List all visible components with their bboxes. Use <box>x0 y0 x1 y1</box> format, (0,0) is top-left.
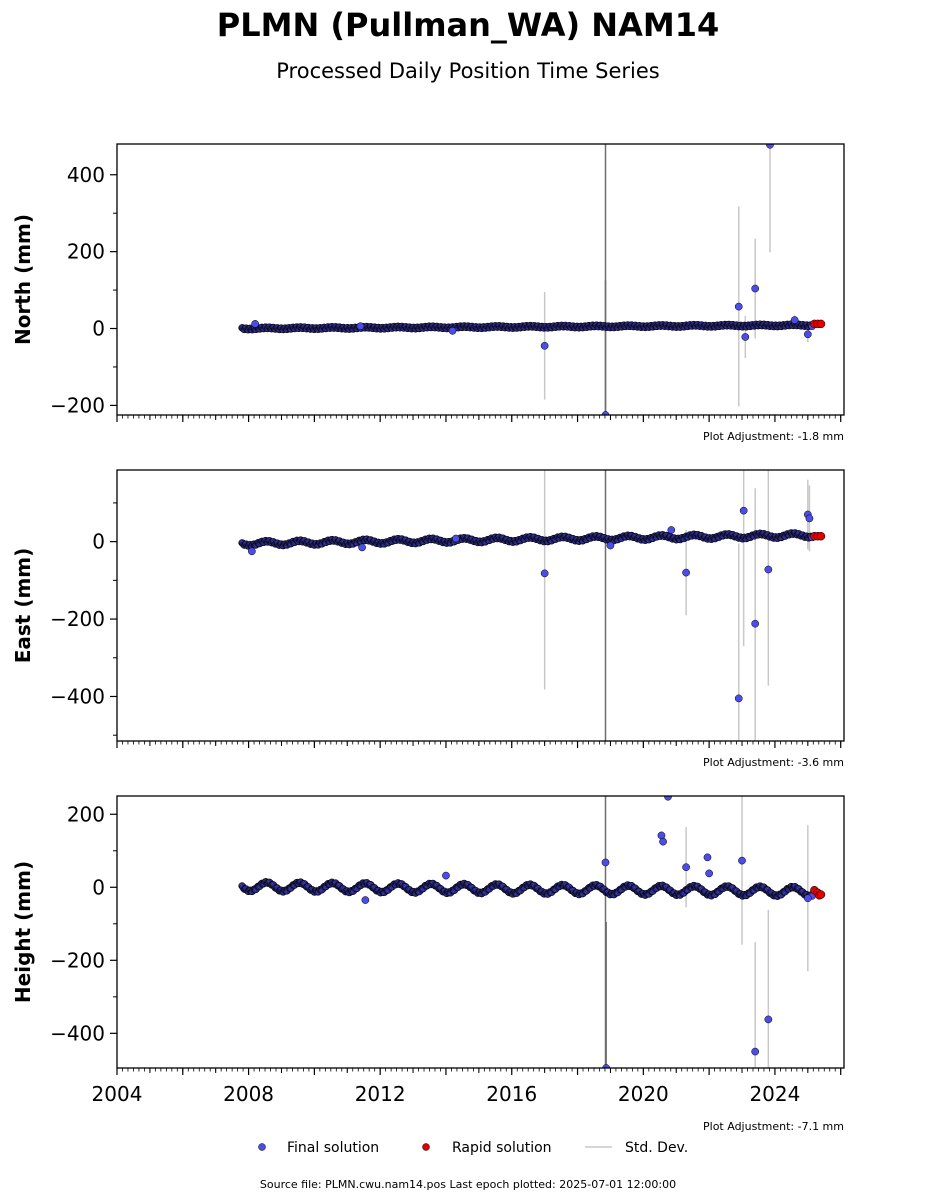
rapid-point <box>816 319 826 329</box>
final-outlier-point <box>751 284 760 293</box>
y-axis-label: North (mm) <box>11 214 35 345</box>
y-tick-label: −200 <box>50 607 105 631</box>
final-outlier-point <box>606 541 615 550</box>
plot-area <box>238 144 826 415</box>
final-outlier-point <box>451 534 460 543</box>
final-outlier-point <box>540 341 549 350</box>
plot-area <box>238 470 826 741</box>
final-outlier-point <box>803 330 812 339</box>
y-tick-label: 0 <box>92 530 105 554</box>
final-outlier-point <box>790 316 799 324</box>
final-outlier-point <box>248 547 256 556</box>
y-tick-label: 200 <box>67 240 105 264</box>
final-outlier-point <box>739 506 748 515</box>
final-outlier-point <box>448 326 457 335</box>
final-outlier-point <box>540 569 549 578</box>
chart-title: PLMN (Pullman_WA) NAM14 <box>217 6 719 44</box>
final-outlier-point <box>734 302 743 311</box>
y-axis-label: East (mm) <box>11 548 35 664</box>
y-tick-label: −400 <box>50 684 105 708</box>
axes-frame <box>116 143 845 416</box>
rapid-point <box>816 531 826 541</box>
east-panel: −400 −200 0 East (mm) Plot Adjustment: -3.6 … <box>11 469 845 769</box>
final-outlier-point <box>766 144 774 149</box>
plot-area <box>238 796 826 1068</box>
final-outlier-point <box>741 333 750 341</box>
final-outlier-point <box>251 320 260 328</box>
final-outlier-point <box>356 322 365 331</box>
north-panel: −200 0 200 400 North (mm) Plot Adjustment: -1… <box>11 143 845 443</box>
plot-adjustment-note: Plot Adjustment: -3.6 mm <box>703 756 844 769</box>
y-tick-label: −200 <box>50 393 105 417</box>
final-outlier-point <box>667 526 676 534</box>
final-outlier-point <box>358 543 366 552</box>
final-outlier-point <box>764 565 773 574</box>
plot-adjustment-note: Plot Adjustment: -1.8 mm <box>703 430 844 443</box>
final-outlier-point <box>751 619 760 628</box>
y-tick-label: 0 <box>92 317 105 341</box>
final-outlier-point <box>734 694 743 703</box>
chart-subtitle: Processed Daily Position Time Series <box>276 59 660 83</box>
y-tick-label: 400 <box>67 163 105 187</box>
final-outlier-point <box>805 514 814 523</box>
axes-frame <box>116 469 845 742</box>
final-outlier-point <box>682 568 690 577</box>
